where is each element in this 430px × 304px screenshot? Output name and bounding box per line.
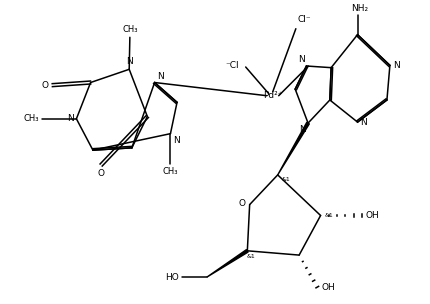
Text: NH₂: NH₂ <box>351 4 368 13</box>
Text: O: O <box>239 199 246 208</box>
Text: N: N <box>299 125 306 134</box>
Polygon shape <box>278 122 309 175</box>
Text: &1: &1 <box>246 254 255 259</box>
Text: O: O <box>98 169 104 178</box>
Text: OH: OH <box>366 211 380 220</box>
Text: ⁻Cl: ⁻Cl <box>225 60 239 70</box>
Text: N: N <box>360 118 367 126</box>
Text: N: N <box>157 71 164 81</box>
Polygon shape <box>207 250 248 277</box>
Text: CH₃: CH₃ <box>122 25 138 34</box>
Text: &1: &1 <box>282 177 290 182</box>
Text: N: N <box>67 114 74 123</box>
Text: N: N <box>126 57 132 66</box>
Text: N: N <box>298 55 304 64</box>
Text: N: N <box>393 61 399 70</box>
Text: &1: &1 <box>325 213 333 218</box>
Text: HO: HO <box>165 273 179 282</box>
Text: OH: OH <box>321 283 335 292</box>
Text: CH₃: CH₃ <box>23 114 39 123</box>
Text: CH₃: CH₃ <box>163 167 178 176</box>
Text: N: N <box>173 136 180 145</box>
Text: Cl⁻: Cl⁻ <box>298 15 311 24</box>
Text: Pd²⁺: Pd²⁺ <box>263 91 283 100</box>
Text: O: O <box>41 81 48 90</box>
